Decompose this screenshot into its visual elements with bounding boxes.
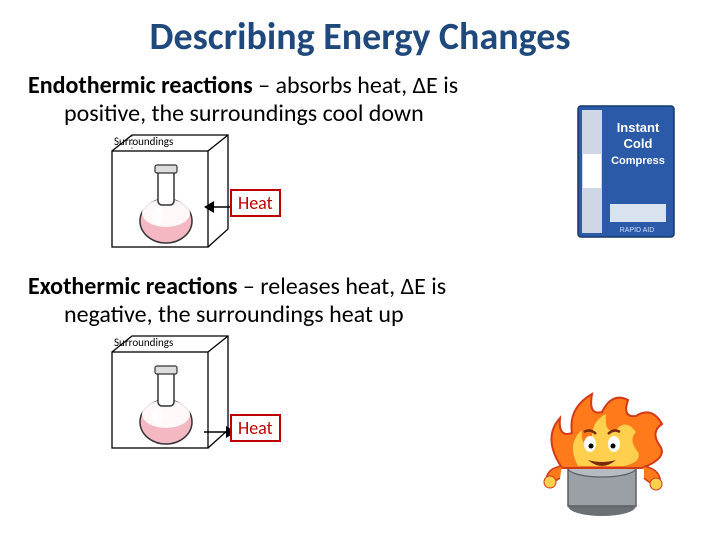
- exo-surroundings-label: Surroundings: [114, 336, 173, 349]
- exo-lead: Exothermic reactions: [28, 272, 237, 301]
- svg-text:Cold: Cold: [624, 136, 653, 151]
- exo-rest-2: negative, the surroundings heat up: [28, 301, 692, 329]
- exo-rest-1: – releases heat, ΔE is: [237, 272, 446, 301]
- flask-icon: [140, 165, 192, 243]
- cold-pack-icon: Instant Cold Compress RAPID AID: [576, 104, 676, 239]
- svg-text:Instant: Instant: [617, 120, 660, 135]
- exothermic-paragraph: Exothermic reactions – releases heat, ΔE…: [0, 269, 720, 332]
- endo-heat-label: Heat: [230, 189, 281, 217]
- exo-heat-label: Heat: [230, 414, 281, 442]
- svg-text:RAPID AID: RAPID AID: [620, 227, 655, 234]
- endo-lead: Endothermic reactions: [28, 71, 253, 100]
- svg-text:Compress: Compress: [611, 155, 665, 167]
- endo-surroundings-label: Surroundings: [114, 135, 173, 148]
- flask-icon: [140, 366, 192, 444]
- fire-character-icon: [532, 388, 682, 518]
- endo-rest-1: – absorbs heat, ΔE is: [253, 71, 458, 100]
- page-title: Describing Energy Changes: [0, 0, 720, 68]
